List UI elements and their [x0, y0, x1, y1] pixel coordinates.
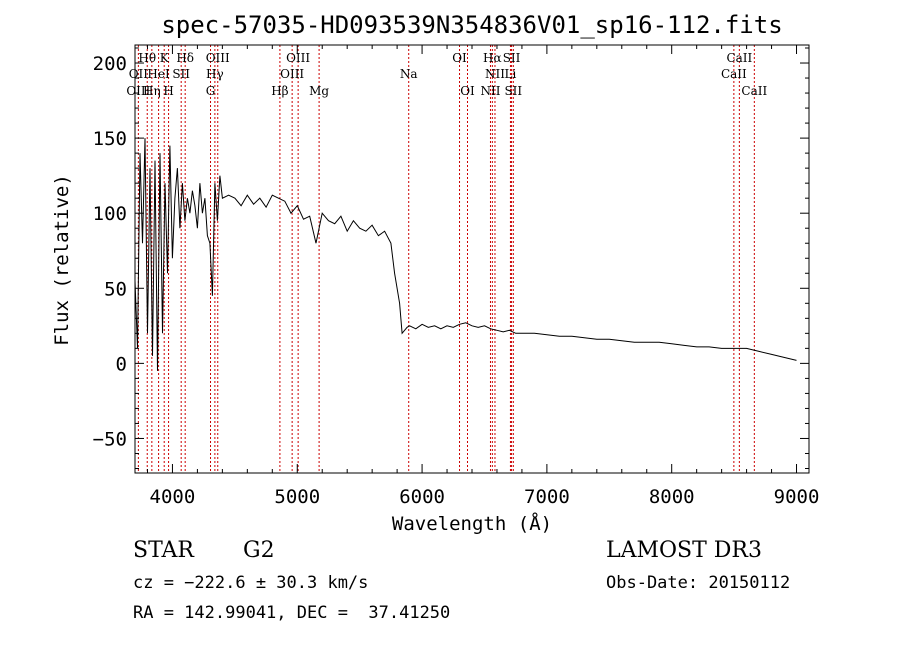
emission-line-markers	[137, 45, 755, 473]
line-label-12: Hγ	[206, 67, 224, 81]
x-tick-label-3: 7000	[524, 486, 570, 508]
y-tick-label-2: 50	[104, 278, 127, 300]
line-label-7: SII	[503, 51, 521, 65]
line-label-15: NII	[485, 67, 505, 81]
line-label-26: SII	[504, 84, 522, 98]
observation-date: Obs-Date: 20150112	[606, 573, 791, 593]
line-label-19: Hη	[143, 84, 161, 98]
radial-velocity: cz = −222.6 ± 30.3 km/s	[133, 573, 369, 593]
y-tick-label-5: 200	[93, 53, 127, 75]
line-label-22: Hβ	[271, 84, 288, 98]
line-label-1: K	[160, 51, 170, 65]
line-label-10: HeI	[147, 67, 170, 81]
line-label-20: H	[163, 84, 173, 98]
line-label-9: OII	[129, 67, 149, 81]
line-label-6: Hα	[483, 51, 502, 65]
line-label-4: OIII	[286, 51, 310, 65]
plot-frame	[134, 44, 810, 474]
y-tick-label-3: 100	[93, 203, 127, 225]
survey-name: LAMOST DR3	[606, 538, 762, 563]
x-tick-label-0: 4000	[150, 486, 196, 508]
line-label-16: Li	[505, 67, 517, 81]
x-axis-label: Wavelength (Å)	[392, 512, 552, 535]
line-label-24: OI	[460, 84, 475, 98]
line-label-18: OIII	[126, 84, 150, 98]
line-label-0: Hθ	[138, 51, 156, 65]
line-label-3: OIII	[206, 51, 230, 65]
line-label-8: CaII	[726, 51, 752, 65]
y-axis-label: Flux (relative)	[51, 174, 73, 346]
line-label-17: CaII	[721, 67, 747, 81]
object-class: STAR	[133, 538, 194, 563]
line-label-23: Mg	[309, 84, 329, 98]
line-label-11: SII	[172, 67, 190, 81]
x-tick-label-4: 8000	[649, 486, 695, 508]
y-tick-label-4: 150	[93, 128, 127, 150]
x-tick-label-5: 9000	[774, 486, 820, 508]
y-tick-label-0: −50	[93, 428, 127, 450]
line-label-5: OI	[452, 51, 467, 65]
y-axis-ticks: −50 0 50 100 150 200	[93, 47, 809, 469]
line-label-25: NII	[480, 84, 500, 98]
line-label-14: Na	[400, 67, 418, 81]
line-label-27: CaII	[741, 84, 767, 98]
x-tick-label-2: 6000	[399, 486, 445, 508]
line-label-2: Hδ	[176, 51, 194, 65]
spectral-subclass: G2	[243, 538, 275, 563]
line-label-13: OIII	[280, 67, 304, 81]
line-label-21: G	[206, 84, 216, 98]
y-tick-label-1: 0	[116, 353, 127, 375]
x-tick-label-1: 5000	[274, 486, 320, 508]
chart-title: spec-57035-HD093539N354836V01_sp16-112.f…	[161, 11, 782, 39]
spectrum-line	[134, 138, 797, 371]
sky-coordinates: RA = 142.99041, DEC = 37.41250	[133, 603, 451, 623]
x-axis-ticks: 4000 5000 6000 7000 8000 9000	[146, 45, 820, 508]
